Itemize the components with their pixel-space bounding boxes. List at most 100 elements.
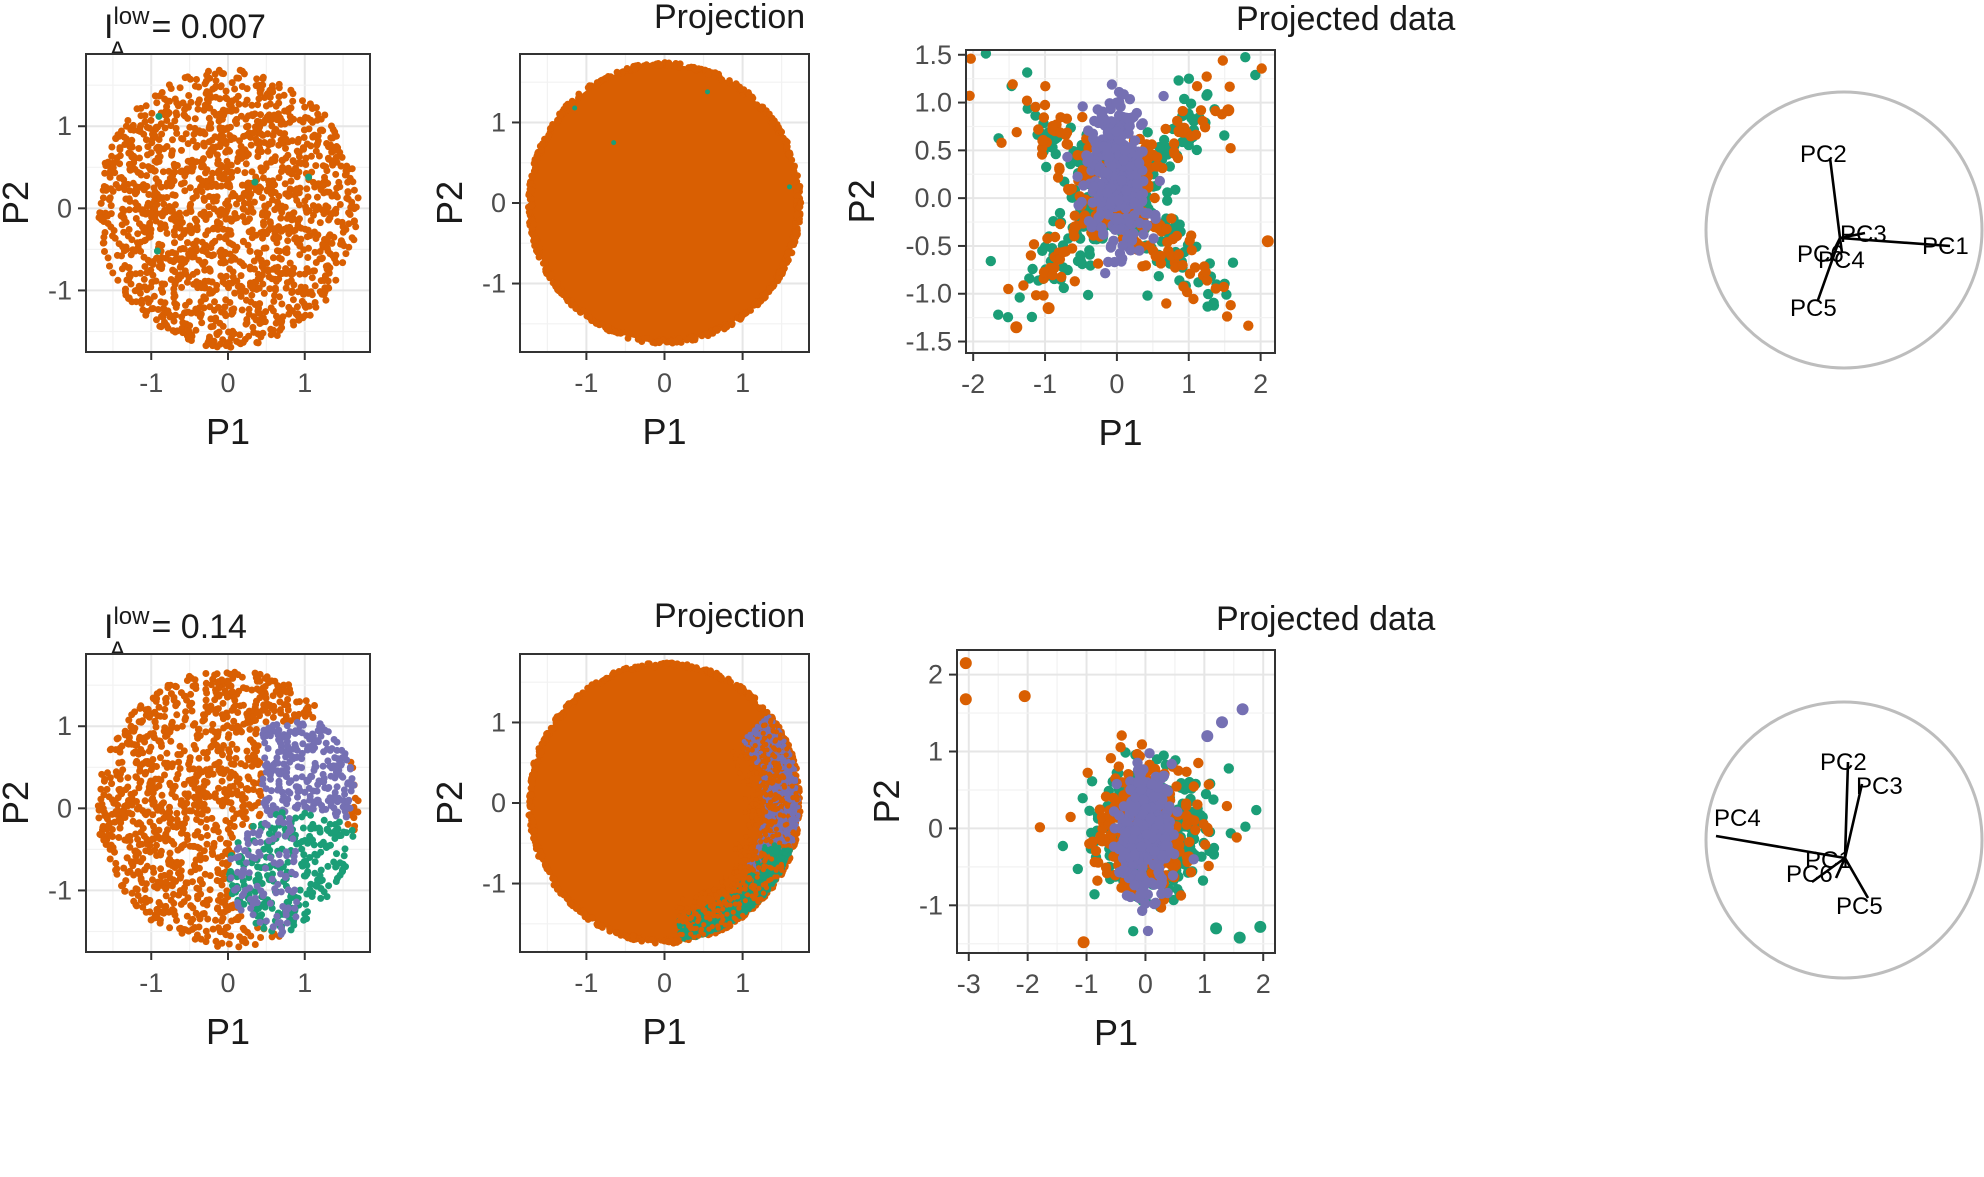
orange-point	[282, 145, 289, 152]
orange-point	[174, 751, 181, 758]
orange-point	[218, 871, 225, 878]
purple-point	[243, 859, 250, 866]
orange-point	[103, 187, 110, 194]
orange-point	[107, 846, 114, 853]
edge-point	[794, 172, 801, 179]
orange-point	[142, 771, 149, 778]
orange-point	[220, 226, 227, 233]
orange-point	[143, 269, 150, 276]
orange-point	[126, 844, 133, 851]
orange-point	[174, 859, 181, 866]
orange-point	[200, 749, 207, 756]
purple-point	[274, 861, 281, 868]
projection-title: Projection	[654, 0, 805, 36]
orange-point	[144, 143, 151, 150]
green-point	[1154, 271, 1164, 281]
orange-point	[1054, 163, 1064, 173]
orange-point	[330, 157, 337, 164]
orange-point	[178, 867, 185, 874]
axis-label-pc2: PC2	[1800, 141, 1847, 168]
orange-point	[173, 130, 180, 137]
orange-point	[169, 267, 176, 274]
orange-point	[314, 231, 321, 238]
orange-point	[147, 744, 154, 751]
orange-point	[1093, 258, 1103, 268]
purple-point	[260, 776, 267, 783]
orange-point	[231, 330, 238, 337]
orange-point	[317, 127, 324, 134]
edge-point	[539, 140, 546, 147]
orange-point	[1031, 290, 1041, 300]
orange-point	[206, 286, 213, 293]
orange-point	[333, 206, 340, 213]
edge-point	[530, 221, 537, 228]
orange-point	[226, 754, 233, 761]
orange-point	[142, 118, 149, 125]
orange-point	[235, 688, 242, 695]
orange-point	[248, 687, 255, 694]
purple-point	[296, 728, 303, 735]
orange-point	[238, 272, 245, 279]
purple-point	[267, 900, 274, 907]
orange-point	[104, 812, 111, 819]
orange-point	[325, 285, 332, 292]
orange-point	[241, 190, 248, 197]
orange-point	[270, 298, 277, 305]
orange-point	[231, 823, 238, 830]
orange-point	[285, 304, 292, 311]
edge-point	[549, 121, 556, 128]
orange-point	[231, 210, 238, 217]
orange-point	[353, 204, 360, 211]
orange-point	[132, 248, 139, 255]
orange-point	[253, 339, 260, 346]
orange-point	[196, 726, 203, 733]
orange-point	[197, 891, 204, 898]
orange-point	[278, 203, 285, 210]
orange-point	[287, 260, 294, 267]
orange-point	[137, 290, 144, 297]
x-tick-label: 0	[220, 368, 235, 398]
purple-point	[286, 790, 293, 797]
orange-point	[278, 324, 285, 331]
orange-point	[245, 333, 252, 340]
green-point	[787, 184, 792, 189]
orange-point	[284, 245, 291, 252]
green-point	[1027, 312, 1037, 322]
orange-point	[142, 758, 149, 765]
orange-point	[1169, 147, 1179, 157]
orange-point	[202, 670, 209, 677]
x-tick-label: 0	[657, 368, 672, 398]
purple-point	[273, 913, 280, 920]
orange-point	[217, 892, 224, 899]
orange-point	[252, 730, 259, 737]
orange-point	[227, 933, 234, 940]
purple-point	[291, 905, 298, 912]
orange-point	[239, 182, 246, 189]
orange-point	[182, 302, 189, 309]
orange-point	[304, 115, 311, 122]
orange-point	[250, 786, 257, 793]
purple-point	[334, 809, 341, 816]
purple-point	[295, 802, 302, 809]
edge-point	[780, 261, 787, 268]
orange-point	[201, 712, 208, 719]
orange-point	[262, 683, 269, 690]
purple-point	[286, 815, 293, 822]
edge-point	[545, 266, 552, 273]
orange-point	[1070, 211, 1080, 221]
orange-point	[212, 133, 219, 140]
green-point	[1186, 99, 1196, 109]
orange-point	[264, 266, 271, 273]
x-tick-label: 1	[297, 368, 312, 398]
orange-point	[290, 322, 297, 329]
orange-outlier-point	[1043, 302, 1055, 314]
orange-point	[285, 108, 292, 115]
orange-point	[211, 307, 218, 314]
purple-point	[279, 797, 286, 804]
green-point	[993, 310, 1003, 320]
orange-point	[1047, 270, 1057, 280]
orange-point	[270, 254, 277, 261]
orange-point	[130, 818, 137, 825]
purple-point	[344, 799, 351, 806]
